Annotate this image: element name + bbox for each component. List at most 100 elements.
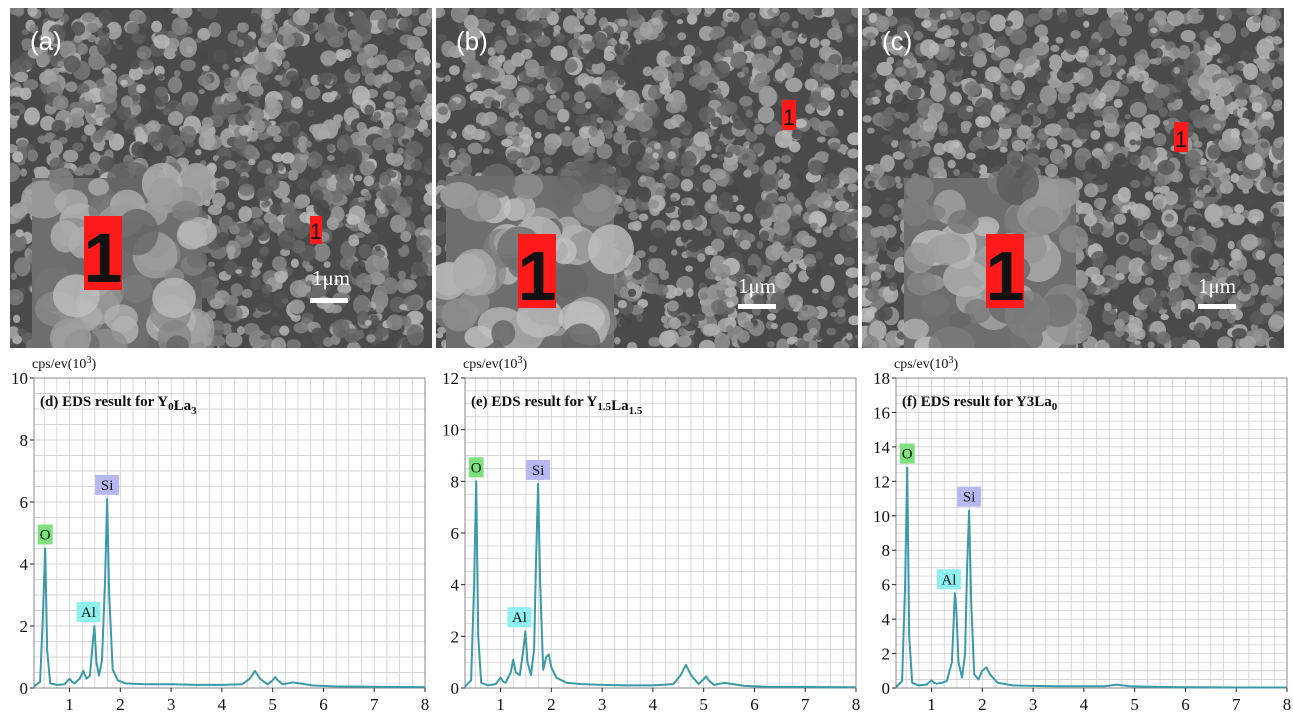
- y-tick-label: 0: [451, 679, 460, 698]
- sem-marker-small: 1: [1174, 122, 1188, 152]
- sem-marker-small: 1: [310, 216, 322, 244]
- y-axis-label: cps/ev(103): [894, 355, 958, 372]
- y-tick-label: 0: [882, 679, 891, 698]
- peak-label-text: O: [471, 460, 482, 476]
- peak-label-al: Al: [936, 569, 961, 590]
- sem-marker-large: 1: [84, 216, 123, 297]
- x-tick-label: 5: [699, 695, 708, 712]
- y-tick-label: 12: [442, 369, 459, 388]
- peak-label-o: O: [899, 443, 915, 464]
- sem-texture: 11: [10, 8, 432, 348]
- sem-marker-small: 1: [782, 100, 796, 130]
- x-tick-label: 6: [750, 695, 759, 712]
- scale-bar: [310, 298, 348, 303]
- peak-label-text: Al: [941, 572, 956, 588]
- y-tick-label: 6: [20, 493, 29, 512]
- x-tick-label: 1: [927, 695, 936, 712]
- sem-inset-zoom: [436, 161, 634, 348]
- sem-image-a: 1 1 (a) 1μm: [10, 8, 432, 348]
- x-tick-label: 3: [598, 695, 607, 712]
- x-tick-label: 2: [116, 695, 125, 712]
- x-tick-label: 2: [978, 695, 987, 712]
- y-tick-label: 6: [882, 576, 891, 595]
- sem-panel-label: (b): [456, 26, 488, 56]
- x-tick-label: 5: [268, 695, 277, 712]
- peak-label-o: O: [37, 524, 53, 545]
- scale-bar-label: 1μm: [1198, 274, 1237, 298]
- peak-label-al: Al: [507, 607, 532, 628]
- peak-label-si: Si: [526, 459, 551, 480]
- x-tick-label: 4: [1080, 695, 1089, 712]
- sem-marker-small-text: 1: [310, 219, 322, 244]
- plot-frame: [895, 377, 1288, 689]
- peak-label-text: Al: [81, 605, 96, 621]
- y-tick-label: 8: [882, 541, 891, 560]
- peak-label-text: O: [40, 528, 51, 544]
- sem-image-c: 1 1 (c) 1μm: [862, 8, 1284, 348]
- y-axis-label: cps/ev(103): [463, 355, 527, 372]
- peak-label-text: Si: [532, 463, 545, 479]
- y-axis-label: cps/ev(103): [32, 355, 96, 372]
- x-tick-label: 3: [1029, 695, 1038, 712]
- sem-marker-large: 1: [518, 234, 557, 315]
- y-tick-label: 8: [20, 431, 29, 450]
- peak-label-o: O: [468, 457, 484, 478]
- y-tick-label: 10: [11, 369, 28, 388]
- x-tick-label: 2: [547, 695, 556, 712]
- x-tick-label: 6: [1181, 695, 1190, 712]
- scale-bar: [738, 304, 776, 309]
- sem-marker-small-text: 1: [783, 105, 795, 130]
- sem-marker-large-text: 1: [518, 237, 557, 315]
- y-tick-label: 16: [873, 403, 890, 422]
- x-tick-label: 7: [801, 695, 810, 712]
- plot-frame: [33, 377, 426, 689]
- spectrum-line: [895, 466, 1287, 689]
- x-tick-label: 4: [649, 695, 658, 712]
- sem-panel-label: (a): [30, 26, 62, 56]
- x-tick-label: 7: [1232, 695, 1241, 712]
- y-tick-label: 10: [873, 507, 890, 526]
- sem-marker-small-text: 1: [1175, 127, 1187, 152]
- y-tick-label: 18: [873, 369, 890, 388]
- x-tick-label: 1: [496, 695, 505, 712]
- x-tick-label: 7: [370, 695, 379, 712]
- y-tick-label: 14: [873, 438, 891, 457]
- sem-marker-large-text: 1: [986, 237, 1025, 315]
- sem-image-b: 1 1 (b) 1μm: [436, 8, 858, 348]
- x-tick-label: 8: [421, 695, 430, 712]
- x-tick-label: 6: [319, 695, 328, 712]
- chart-title: (d) EDS result for Y0La3: [40, 394, 197, 417]
- peak-label-text: Al: [512, 610, 527, 626]
- peak-label-si: Si: [95, 474, 120, 495]
- scale-bar: [1198, 304, 1236, 309]
- spectrum-line: [464, 480, 857, 689]
- sem-texture: 11: [862, 8, 1284, 348]
- sem-marker-large-text: 1: [84, 219, 123, 297]
- y-tick-label: 10: [442, 421, 459, 440]
- peak-label-text: O: [902, 447, 913, 463]
- peak-label-al: Al: [76, 602, 101, 622]
- grid: [34, 377, 426, 689]
- x-tick-label: 8: [1283, 695, 1292, 712]
- y-tick-label: 12: [873, 472, 890, 491]
- y-tick-label: 4: [451, 576, 460, 595]
- x-tick-label: 3: [167, 695, 176, 712]
- y-tick-label: 2: [882, 645, 891, 664]
- y-tick-label: 4: [20, 555, 29, 574]
- spectrum-line: [33, 497, 426, 689]
- y-tick-label: 4: [882, 610, 891, 629]
- y-tick-label: 0: [20, 679, 29, 698]
- sem-marker-large: 1: [986, 234, 1025, 315]
- peak-label-si: Si: [957, 486, 982, 507]
- chart-title: (e) EDS result for Y1.5La1.5: [471, 394, 643, 417]
- x-tick-label: 5: [1130, 695, 1139, 712]
- x-tick-label: 4: [218, 695, 227, 712]
- y-tick-label: 2: [20, 617, 29, 636]
- y-tick-label: 8: [451, 472, 460, 491]
- x-tick-label: 8: [852, 695, 861, 712]
- chart-title: (f) EDS result for Y3La0: [902, 394, 1058, 413]
- grid: [896, 377, 1288, 689]
